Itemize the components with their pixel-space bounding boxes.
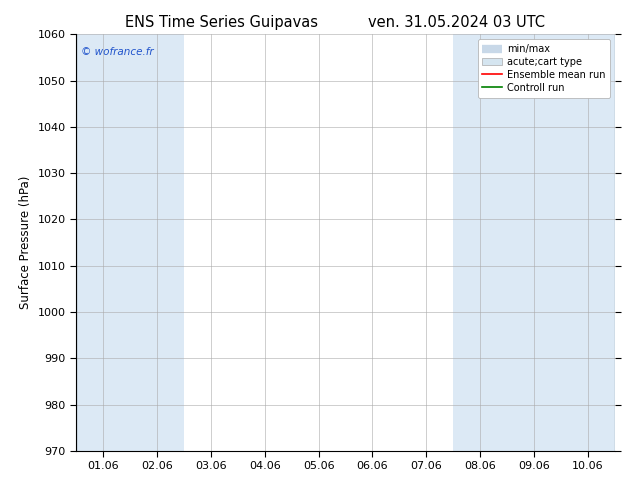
Bar bbox=[561, 34, 615, 451]
Bar bbox=[76, 34, 130, 451]
Text: ENS Time Series Guipavas: ENS Time Series Guipavas bbox=[126, 15, 318, 30]
Text: ven. 31.05.2024 03 UTC: ven. 31.05.2024 03 UTC bbox=[368, 15, 545, 30]
Legend: min/max, acute;cart type, Ensemble mean run, Controll run: min/max, acute;cart type, Ensemble mean … bbox=[477, 39, 610, 98]
Bar bbox=[507, 34, 561, 451]
Y-axis label: Surface Pressure (hPa): Surface Pressure (hPa) bbox=[19, 176, 32, 309]
Bar bbox=[130, 34, 184, 451]
Text: © wofrance.fr: © wofrance.fr bbox=[81, 47, 154, 57]
Bar bbox=[453, 34, 507, 451]
